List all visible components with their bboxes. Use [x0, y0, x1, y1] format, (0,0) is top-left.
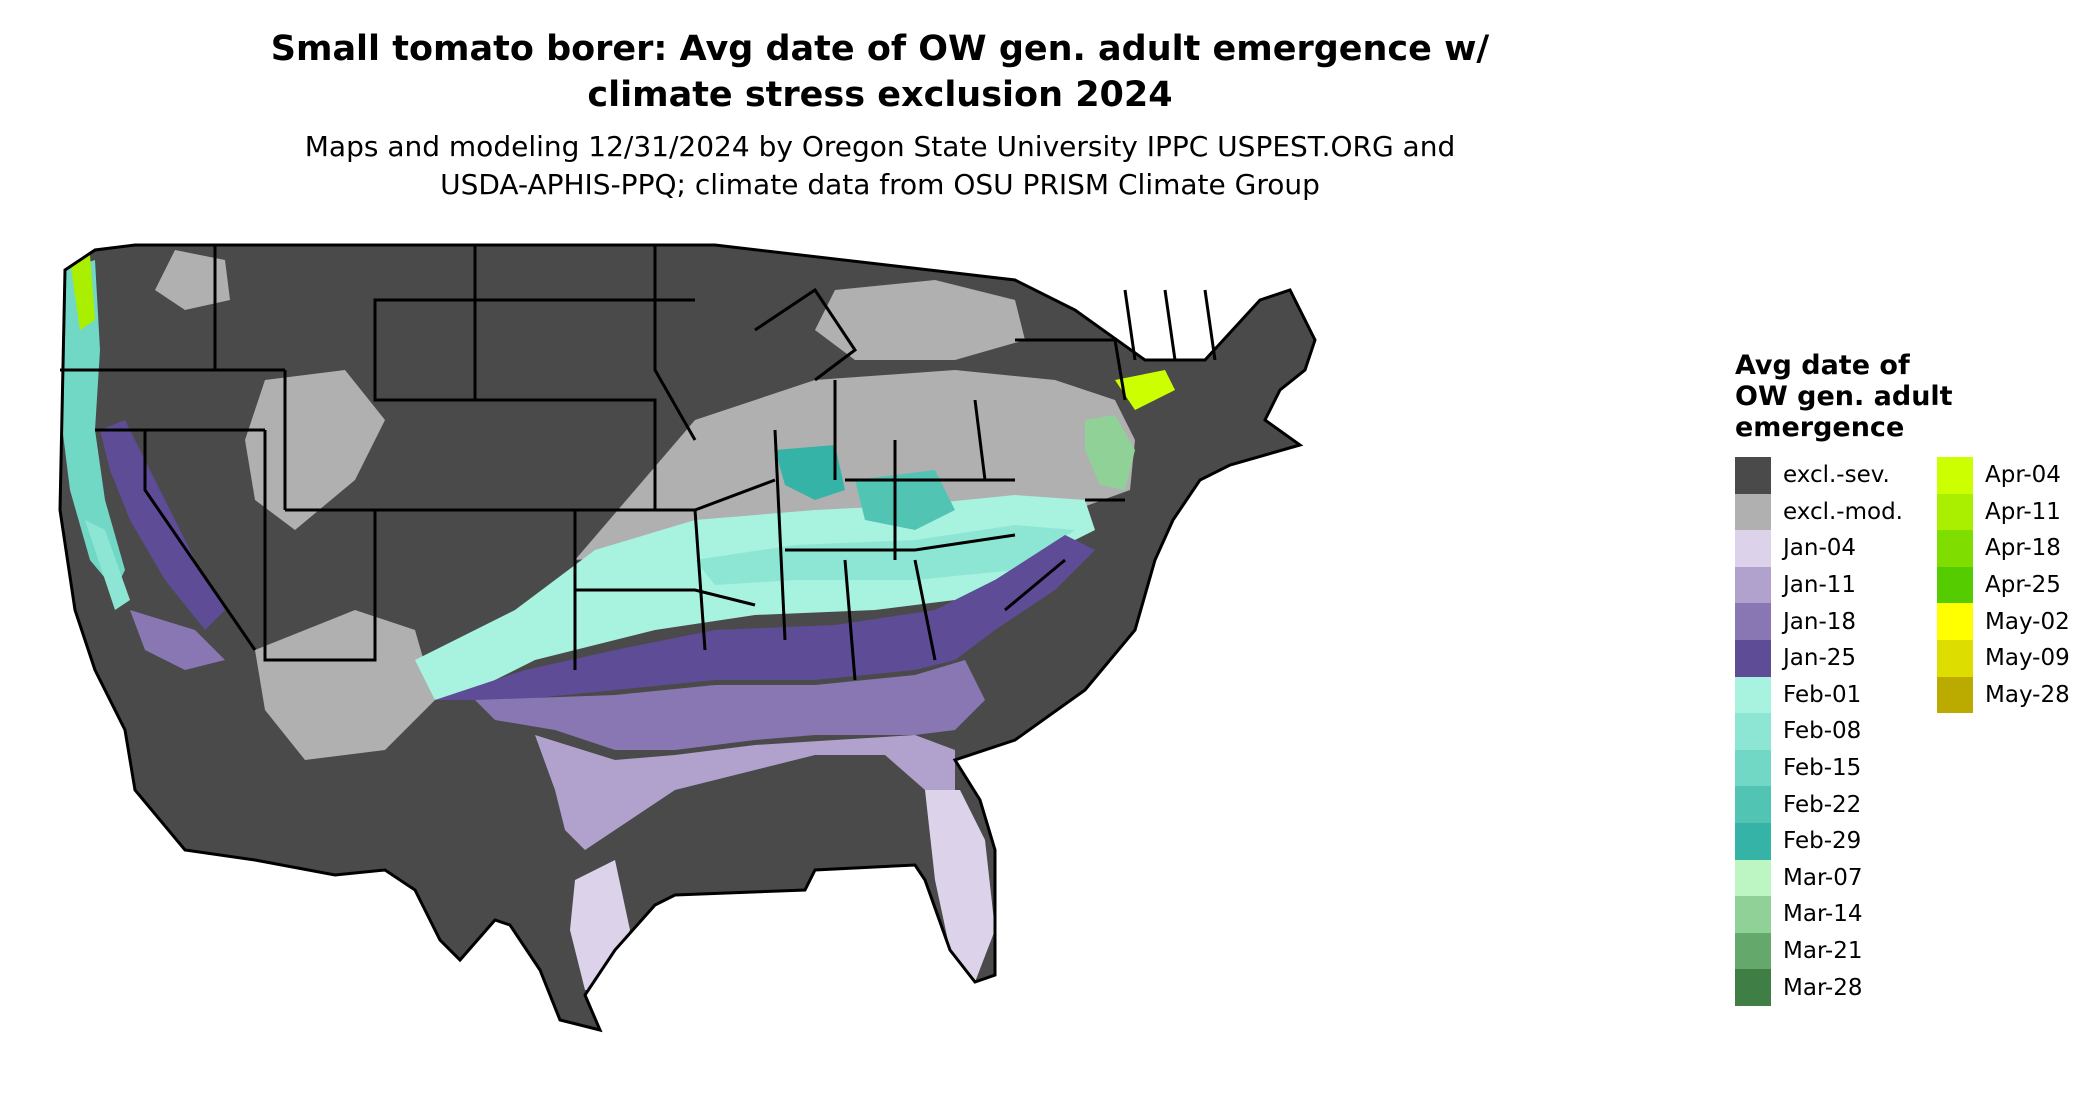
legend-item: excl.-sev.: [1735, 457, 1903, 494]
legend-label: May-28: [1985, 681, 2070, 708]
legend-item: Mar-21: [1735, 932, 1903, 970]
subtitle-line-1: Maps and modeling 12/31/2024 by Oregon S…: [304, 130, 1456, 163]
legend-title-line-3: emergence: [1735, 412, 1905, 443]
legend-item: Jan-04: [1735, 530, 1903, 567]
legend-swatch: [1735, 566, 1771, 604]
legend-label: May-09: [1985, 645, 2070, 672]
legend-item: Apr-04: [1937, 457, 2070, 494]
legend-label: excl.-sev.: [1783, 462, 1890, 489]
legend-item: Apr-25: [1937, 566, 2070, 604]
legend-swatch: [1735, 603, 1771, 640]
legend-swatch: [1937, 676, 1973, 714]
legend-item: Apr-11: [1937, 493, 2070, 531]
legend-swatch: [1937, 530, 1973, 567]
legend-label: Apr-25: [1985, 572, 2061, 599]
legend-label: Apr-11: [1985, 498, 2061, 525]
legend-swatch: [1735, 493, 1771, 531]
legend-item: Feb-15: [1735, 749, 1903, 787]
legend-swatch: [1937, 493, 1973, 531]
legend: Avg date of OW gen. adult emergence excl…: [1735, 350, 2095, 1017]
legend-label: Feb-22: [1783, 791, 1862, 818]
subtitle-line-2: USDA-APHIS-PPQ; climate data from OSU PR…: [440, 168, 1320, 201]
legend-item: May-09: [1937, 639, 2070, 677]
legend-swatch: [1735, 859, 1771, 897]
legend-label: Jan-04: [1783, 535, 1857, 562]
legend-swatch: [1735, 639, 1771, 677]
legend-label: Jan-11: [1783, 572, 1857, 599]
map-fill-layer: [60, 245, 1315, 1030]
legend-swatch: [1735, 969, 1771, 1006]
legend-swatch: [1937, 566, 1973, 604]
legend-swatch: [1735, 749, 1771, 787]
legend-item: Jan-11: [1735, 566, 1903, 604]
legend-title: Avg date of OW gen. adult emergence: [1735, 350, 2015, 443]
legend-swatch: [1735, 896, 1771, 933]
legend-title-line-1: Avg date of: [1735, 350, 1910, 381]
legend-swatch: [1735, 786, 1771, 823]
legend-label: Feb-15: [1783, 755, 1862, 782]
legend-column-2: Apr-04 Apr-11 Apr-18 Apr-25 May-02 May-09 May-…: [1937, 457, 2070, 714]
legend-item: Mar-07: [1735, 859, 1903, 897]
legend-label: Feb-08: [1783, 718, 1862, 745]
legend-item: Feb-01: [1735, 676, 1903, 714]
state-borders: [58, 243, 1317, 1033]
legend-label: Mar-07: [1783, 864, 1863, 891]
legend-item: Feb-29: [1735, 822, 1903, 860]
title-line-1: Small tomato borer: Avg date of OW gen. …: [270, 29, 1490, 69]
legend-label: Mar-21: [1783, 938, 1863, 965]
map-title: Small tomato borer: Avg date of OW gen. …: [130, 26, 1630, 118]
legend-swatch: [1735, 676, 1771, 714]
legend-column-1: excl.-sev. excl.-mod. Jan-04 Jan-11 Jan-18 Ja…: [1735, 457, 1903, 1006]
legend-label: Feb-29: [1783, 828, 1862, 855]
legend-swatch: [1735, 457, 1771, 494]
legend-item: Jan-25: [1735, 639, 1903, 677]
legend-label: Jan-18: [1783, 608, 1857, 635]
legend-label: Mar-14: [1783, 901, 1863, 928]
legend-label: Jan-25: [1783, 645, 1857, 672]
legend-swatch: [1937, 639, 1973, 677]
legend-item: Apr-18: [1937, 530, 2070, 567]
legend-item: Mar-14: [1735, 896, 1903, 933]
legend-label: Mar-28: [1783, 974, 1863, 1001]
legend-item: Mar-28: [1735, 969, 1903, 1006]
legend-item: Feb-22: [1735, 786, 1903, 823]
legend-swatch: [1937, 457, 1973, 494]
legend-label: May-02: [1985, 608, 2070, 635]
legend-label: excl.-mod.: [1783, 498, 1903, 525]
legend-columns: excl.-sev. excl.-mod. Jan-04 Jan-11 Jan-18 Ja…: [1735, 457, 2095, 1017]
legend-title-line-2: OW gen. adult: [1735, 381, 1953, 412]
us-emergence-map: [58, 243, 1317, 1033]
legend-item: Feb-08: [1735, 713, 1903, 750]
legend-label: Feb-01: [1783, 681, 1862, 708]
legend-swatch: [1735, 530, 1771, 567]
legend-item: Jan-18: [1735, 603, 1903, 640]
legend-label: Apr-18: [1985, 535, 2061, 562]
legend-swatch: [1735, 932, 1771, 970]
legend-label: Apr-04: [1985, 462, 2061, 489]
legend-item: May-28: [1937, 676, 2070, 714]
title-line-2: climate stress exclusion 2024: [587, 75, 1173, 115]
legend-item: excl.-mod.: [1735, 493, 1903, 531]
legend-swatch: [1937, 603, 1973, 640]
legend-item: May-02: [1937, 603, 2070, 640]
legend-swatch: [1735, 713, 1771, 750]
legend-swatch: [1735, 822, 1771, 860]
map-subtitle: Maps and modeling 12/31/2024 by Oregon S…: [180, 128, 1580, 204]
